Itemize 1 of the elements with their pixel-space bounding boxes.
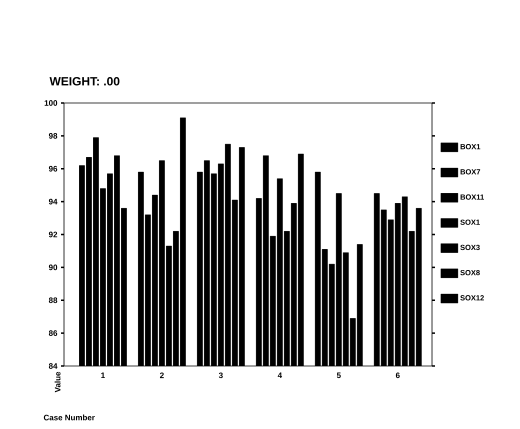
chart-title: WEIGHT: .00 [50,77,120,86]
